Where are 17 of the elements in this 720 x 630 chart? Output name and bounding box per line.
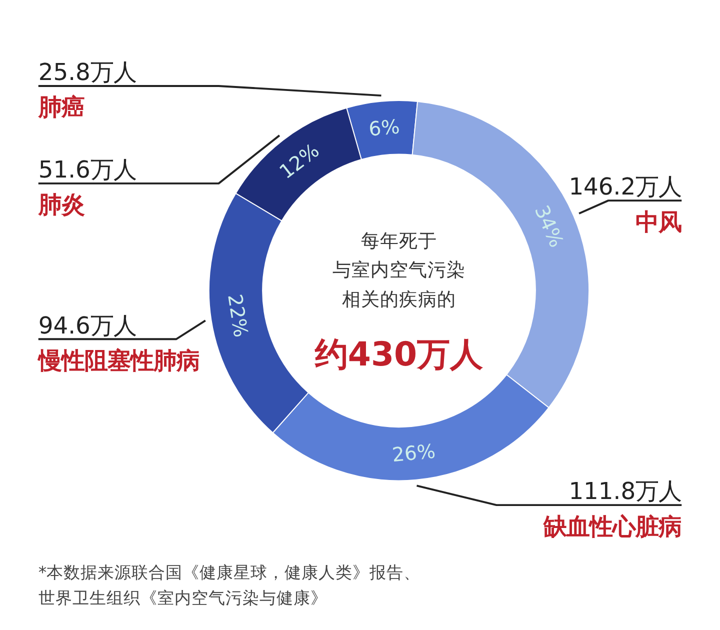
data-label: 6% — [368, 115, 401, 141]
slice-label: 肺炎 — [37, 190, 84, 219]
text: 111.8万人 — [568, 477, 682, 506]
data-label: 26% — [391, 440, 436, 467]
text: 每年死于与室内空气污染相关的疾病的 — [332, 230, 466, 310]
slice-label: 缺血性心脏病 — [542, 512, 682, 540]
slice-label: 中风 — [636, 208, 682, 236]
slice-label: 慢性阻塞性肺病 — [36, 346, 200, 374]
text: *本数据来源联合国《健康星球，健康人类》报告、世界卫生组织《室内空气污染与健康》 — [38, 563, 421, 608]
text: 146.2万人 — [568, 172, 682, 201]
text: 94.6万人 — [38, 311, 136, 340]
slice-label: 肺癌 — [37, 93, 84, 122]
data-label: 34% — [530, 202, 568, 251]
text: 约430万人 — [314, 334, 484, 374]
text: 51.6万人 — [38, 156, 136, 184]
text: 25.8万人 — [38, 58, 136, 86]
data-label: 22% — [222, 292, 252, 339]
